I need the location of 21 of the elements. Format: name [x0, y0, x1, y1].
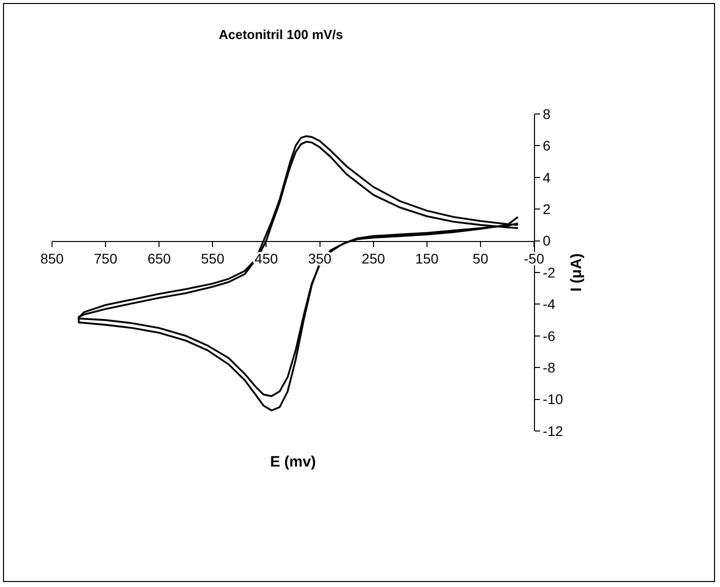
x-tick-label: 550 — [200, 250, 225, 267]
x-axis-title: E (mv) — [270, 454, 316, 471]
chart-title: Acetonitril 100 mV/s — [218, 27, 344, 42]
y-tick-label: -6 — [542, 328, 556, 344]
y-tick-label: 4 — [542, 169, 551, 186]
y-tick-label: -8 — [542, 360, 556, 376]
y-tick-label: 8 — [542, 106, 551, 122]
y-tick-label: 2 — [542, 201, 551, 217]
x-tick-label: 650 — [147, 250, 172, 267]
y-axis-title: I (μA) — [568, 253, 586, 292]
y-tick-label: -2 — [542, 264, 556, 280]
x-tick-label: 250 — [362, 250, 386, 267]
x-tick-label: 150 — [415, 250, 439, 267]
x-tick-label: 50 — [472, 250, 488, 267]
x-tick-label: 850 — [40, 250, 64, 267]
y-tick-label: -10 — [542, 391, 564, 408]
x-tick-label: 750 — [94, 250, 118, 267]
y-tick-label: 0 — [542, 232, 551, 249]
y-tick-label: 6 — [542, 138, 551, 154]
y-tick-label: -12 — [542, 422, 564, 439]
y-tick-label: -4 — [542, 296, 556, 312]
